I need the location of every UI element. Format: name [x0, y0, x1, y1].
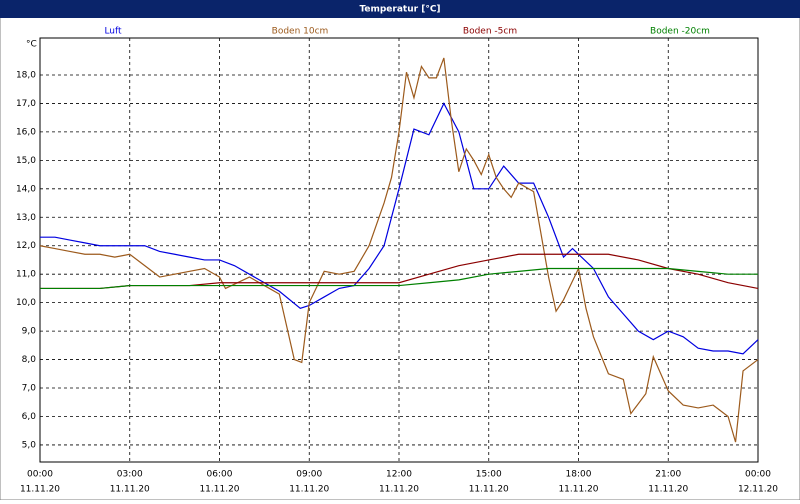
x-tick-date: 11.11.20 [20, 485, 60, 495]
x-tick-date: 11.11.20 [110, 485, 150, 495]
legend-label: Boden -5cm [463, 27, 517, 37]
y-tick-label: 10,0 [16, 298, 36, 308]
series-line [40, 267, 758, 290]
y-tick-label: 8,0 [22, 355, 37, 365]
x-tick-label: 18:00 [566, 470, 592, 480]
y-tick-label: 5,0 [22, 440, 37, 450]
y-tick-label: 9,0 [22, 327, 37, 337]
y-tick-label: 15,0 [16, 156, 36, 166]
title-bar [0, 0, 800, 18]
legend-label: Luft [104, 27, 122, 37]
x-tick-label: 00:00 [27, 470, 53, 480]
x-tick-label: 09:00 [296, 470, 322, 480]
x-tick-label: 06:00 [207, 470, 233, 480]
x-tick-label: 21:00 [655, 470, 681, 480]
y-tick-label: 18,0 [16, 70, 36, 80]
x-tick-label: 12:00 [386, 470, 412, 480]
series-line [40, 102, 759, 355]
y-tick-label: 6,0 [22, 412, 37, 422]
y-unit: °C [26, 40, 37, 50]
series-line [39, 57, 759, 443]
y-tick-label: 11,0 [16, 270, 36, 280]
x-tick-label: 00:00 [745, 470, 771, 480]
legend-label: Boden -20cm [650, 27, 710, 37]
chart-title: Temperatur [°C] [359, 5, 440, 15]
y-tick-label: 13,0 [16, 213, 36, 223]
x-tick-date: 12.11.20 [738, 485, 778, 495]
x-tick-label: 03:00 [117, 470, 143, 480]
x-tick-date: 11.11.20 [199, 485, 239, 495]
x-tick-date: 11.11.20 [379, 485, 419, 495]
y-tick-label: 14,0 [16, 184, 36, 194]
y-tick-label: 16,0 [16, 127, 36, 137]
x-tick-date: 11.11.20 [558, 485, 598, 495]
legend-label: Boden 10cm [272, 27, 329, 37]
x-tick-date: 11.11.20 [289, 485, 329, 495]
x-tick-date: 11.11.20 [648, 485, 688, 495]
x-tick-date: 11.11.20 [469, 485, 509, 495]
y-tick-label: 17,0 [16, 99, 36, 109]
y-tick-label: 7,0 [22, 384, 37, 394]
y-tick-label: 12,0 [16, 241, 36, 251]
x-tick-label: 15:00 [476, 470, 502, 480]
